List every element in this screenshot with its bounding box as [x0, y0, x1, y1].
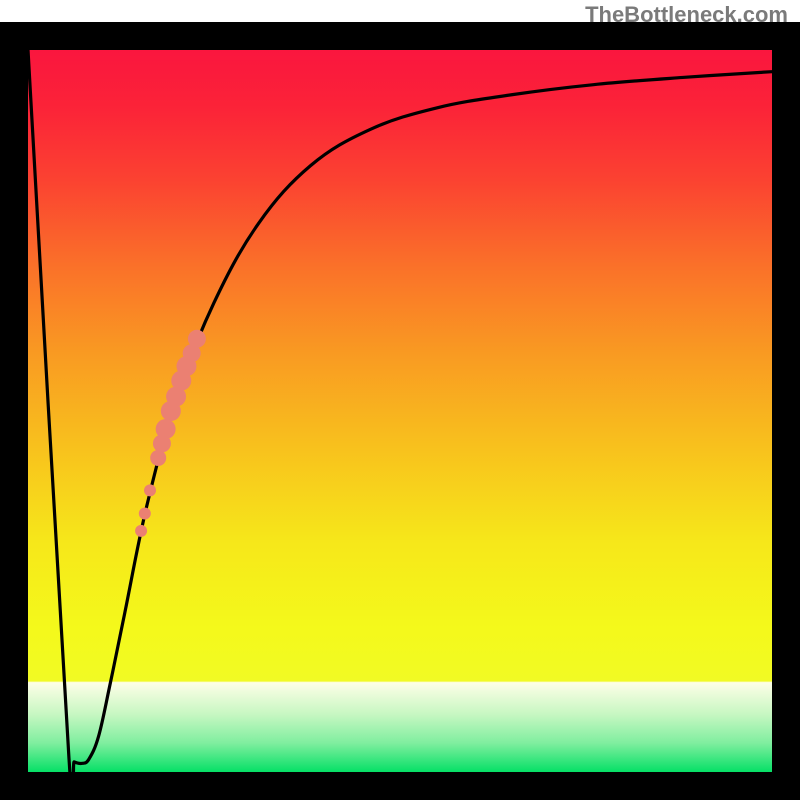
plot-background	[28, 50, 772, 772]
plot-border	[0, 772, 800, 800]
watermark-text: TheBottleneck.com	[585, 2, 788, 28]
plot-border	[772, 22, 800, 800]
data-marker	[150, 450, 166, 466]
data-marker	[188, 330, 206, 348]
data-marker	[135, 525, 147, 537]
data-marker	[139, 508, 151, 520]
chart-svg	[0, 0, 800, 800]
data-marker	[144, 484, 156, 496]
data-marker	[156, 419, 176, 439]
plot-border	[0, 22, 28, 800]
chart-container: TheBottleneck.com	[0, 0, 800, 800]
